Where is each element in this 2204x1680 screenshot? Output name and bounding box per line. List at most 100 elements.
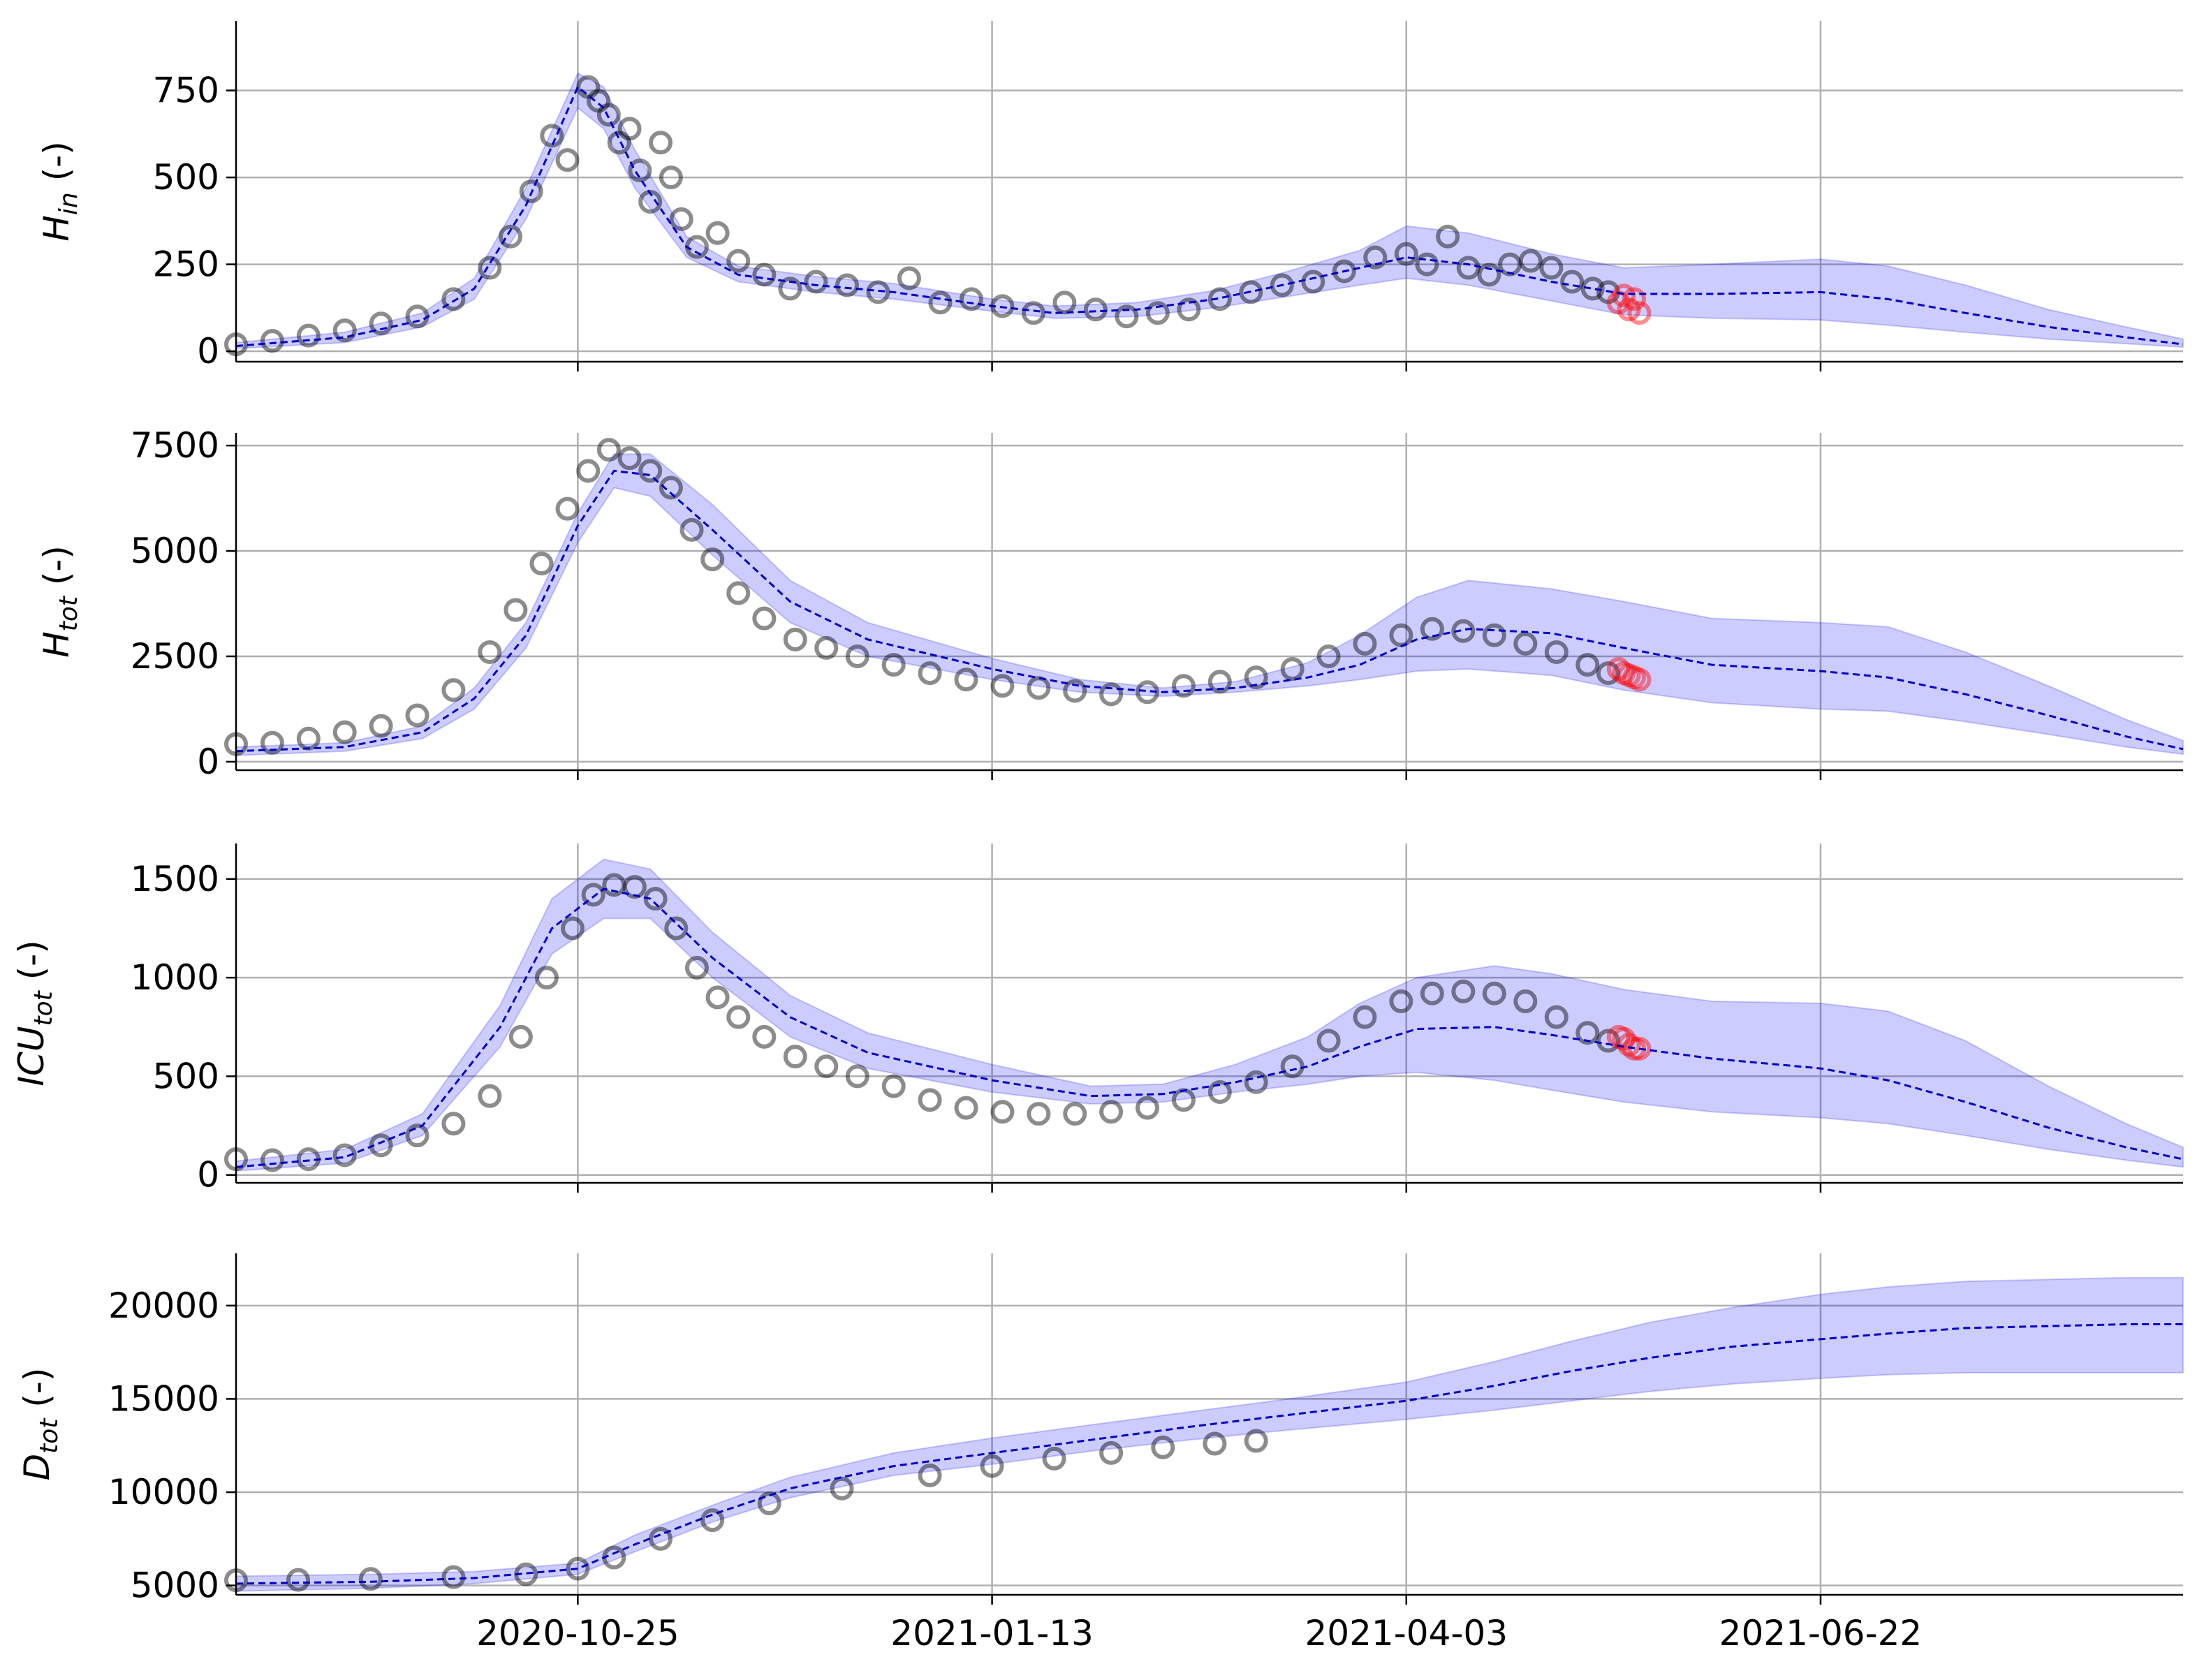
- y-tick-label: 5000: [131, 1565, 219, 1606]
- observed-point: [814, 635, 839, 660]
- observed-point: [1083, 297, 1108, 322]
- observed-point: [1477, 263, 1501, 287]
- y-tick-label: 0: [197, 1155, 219, 1195]
- observed-point: [1353, 631, 1377, 656]
- y-tick-label: 750: [153, 71, 219, 111]
- observed-point: [1136, 680, 1160, 705]
- observed-point: [1063, 1102, 1087, 1126]
- observed-point: [555, 148, 580, 172]
- model-mean-line: [235, 469, 2184, 753]
- observed-point: [1099, 1100, 1124, 1124]
- y-axis-label: Htot (-): [36, 545, 83, 658]
- observed-point: [405, 703, 429, 728]
- observed-point: [700, 1508, 725, 1533]
- y-tick-label: 20000: [108, 1285, 219, 1326]
- observed-point: [369, 714, 393, 738]
- y-tick-label: 5000: [131, 531, 219, 571]
- observed-point: [845, 644, 869, 668]
- uncertainty-band: [235, 1276, 2184, 1592]
- y-axis-label-base: ICU: [11, 1026, 52, 1086]
- y-tick-label: 500: [153, 1056, 219, 1096]
- y-axis-label-base: H: [36, 631, 77, 658]
- y-axis-label-sub: tot: [54, 595, 83, 631]
- observed-point: [1353, 1005, 1377, 1029]
- observed-point: [726, 249, 751, 273]
- observed-point: [607, 131, 631, 155]
- observed-point: [1389, 623, 1413, 647]
- observed-point: [752, 263, 777, 287]
- observed-point: [441, 1565, 466, 1589]
- observed-point: [928, 290, 953, 315]
- observed-point: [804, 270, 828, 294]
- observed-point: [555, 496, 580, 521]
- observed-point: [1099, 682, 1124, 707]
- observed-point: [441, 287, 466, 311]
- observed-point: [684, 956, 709, 980]
- y-tick-label: 0: [197, 331, 219, 371]
- observed-point: [1203, 1431, 1227, 1456]
- observed-point: [1575, 1021, 1600, 1045]
- observed-point: [260, 1148, 284, 1172]
- observed-point: [679, 517, 704, 542]
- y-axis-label: Hin (-): [36, 141, 83, 241]
- observed-point: [1539, 256, 1564, 280]
- observed-point: [441, 678, 466, 702]
- observed-point: [1151, 1435, 1175, 1459]
- model-mean-line: [235, 1323, 2183, 1585]
- x-tick-label: 2020-10-25: [476, 1613, 679, 1653]
- observed-point: [332, 318, 357, 343]
- uncertainty-band: [235, 858, 2184, 1172]
- observed-point: [358, 1567, 383, 1591]
- observed-point: [783, 627, 807, 651]
- observed-point: [1244, 1429, 1268, 1453]
- observed-point: [260, 329, 284, 353]
- observed-point: [830, 1476, 854, 1501]
- observed-point: [1099, 1440, 1124, 1465]
- y-axis-label-base: H: [36, 215, 77, 242]
- observed-point: [587, 89, 611, 113]
- observed-point: [508, 1024, 533, 1049]
- panel-h-in: 0 250 500 750 Hin (-): [36, 21, 2184, 371]
- observed-point: [918, 1088, 942, 1112]
- validation-point: [1606, 657, 1631, 681]
- observed-point: [1544, 640, 1568, 664]
- y-tick-label: 500: [153, 157, 219, 198]
- observed-point: [1021, 301, 1045, 325]
- observed-point: [1513, 631, 1538, 656]
- observed-point: [540, 124, 564, 148]
- observed-point: [881, 653, 906, 677]
- observed-point: [405, 1123, 429, 1148]
- observed-point: [700, 547, 725, 572]
- panel-d-tot: 5000 10000 15000 20000 2020-10-25 2021-01-13 2…: [17, 1253, 2184, 1653]
- observed-point: [498, 224, 522, 249]
- observed-point: [1575, 653, 1600, 677]
- observed-point: [1482, 623, 1506, 647]
- validation-point: [1617, 1033, 1641, 1057]
- observed-point: [638, 459, 663, 483]
- x-tick-label: 2021-06-22: [1719, 1613, 1923, 1653]
- observed-point: [519, 179, 543, 203]
- observed-point: [529, 552, 554, 576]
- observed-point: [1136, 1096, 1160, 1120]
- y-axis-label-base: D: [17, 1454, 57, 1481]
- observed-point: [332, 720, 357, 744]
- observed-point: [1518, 249, 1543, 273]
- observed-point: [441, 1112, 466, 1136]
- y-tick-label: 7500: [131, 425, 219, 466]
- observed-point: [1301, 270, 1325, 294]
- observed-point: [1560, 270, 1585, 294]
- observed-point: [705, 221, 730, 245]
- observed-point: [980, 1454, 1004, 1478]
- observed-point: [1171, 674, 1196, 698]
- observed-point: [1451, 979, 1476, 1003]
- observed-point: [1316, 1029, 1341, 1053]
- observed-point: [1207, 287, 1232, 311]
- y-tick-label: 1500: [131, 859, 219, 899]
- observed-point: [918, 1463, 942, 1487]
- y-tick-label: 250: [153, 244, 219, 285]
- observed-point: [1513, 989, 1538, 1014]
- observed-point: [369, 311, 393, 336]
- observed-point: [659, 476, 683, 500]
- observed-point: [1042, 1446, 1066, 1471]
